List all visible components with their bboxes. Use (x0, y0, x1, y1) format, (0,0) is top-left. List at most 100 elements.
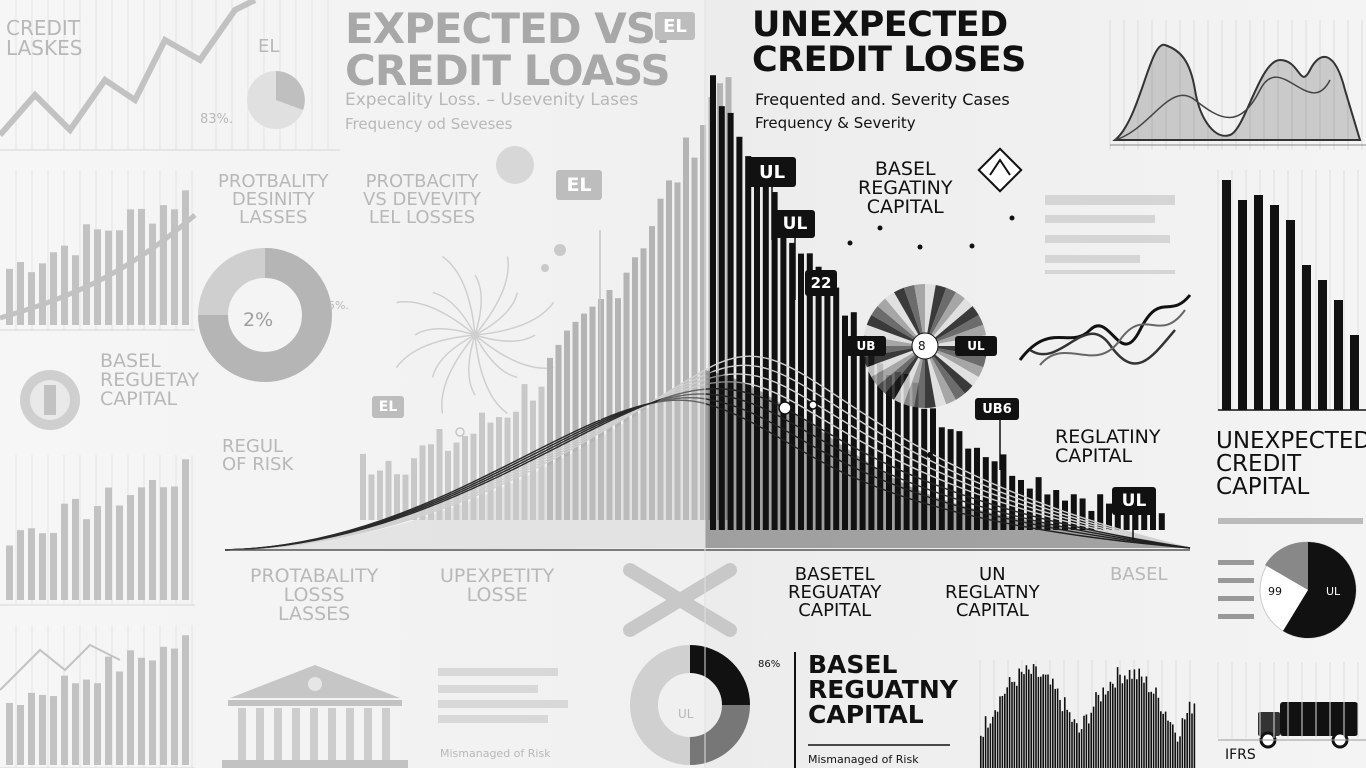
sunburst-slice (863, 324, 925, 346)
left-bar (83, 224, 90, 325)
central-bar-right (965, 448, 972, 530)
central-bar-right (859, 339, 866, 530)
central-bar-right (974, 447, 980, 530)
left-bar-2 (28, 528, 35, 600)
central-bar-right (1150, 503, 1156, 530)
sunburst-slice (925, 287, 956, 346)
central-bar-right (736, 136, 743, 530)
pie2-right-label: UL (1326, 585, 1341, 598)
sunburst-slice (925, 298, 973, 346)
volume-bar (1032, 664, 1035, 768)
right-pie-slice (1283, 542, 1356, 638)
blurred-text-block (1045, 215, 1155, 223)
volume-bar (1030, 673, 1032, 768)
central-bar-left (436, 428, 443, 520)
bank-building-icon-base (222, 760, 408, 768)
volume-bar (1004, 693, 1006, 768)
probability-severity-label: PROTBACITY VS DEVEVITY LEL LOSSES (363, 171, 481, 228)
density-fill-left (225, 370, 705, 550)
volume-bar (1008, 677, 1011, 768)
ul-tag-2: UL (775, 210, 815, 238)
unexpected-loss-faded: UPEXPETITY LOSSE (440, 565, 555, 606)
central-bar-right (982, 457, 989, 530)
el-tag-top: EL (655, 12, 695, 40)
left-small-line (0, 643, 121, 691)
central-bar-left (606, 289, 613, 520)
central-bar-right (1053, 490, 1060, 530)
bank-building-icon-emblem (308, 677, 322, 691)
sunburst-slice (866, 315, 925, 346)
central-bar-right (886, 375, 892, 530)
volume-bar (982, 736, 984, 768)
volume-bar (992, 716, 994, 768)
left-bar-2 (6, 545, 13, 600)
basel-faded-right: BASEL (1110, 564, 1168, 585)
central-bar-right (1035, 477, 1042, 530)
right-tall-bar (1302, 265, 1311, 410)
dot-left (541, 264, 549, 272)
unexpected-credit-capital: UNEXPECTED CREDIT CAPITAL (1216, 428, 1366, 500)
bank-building-icon-column (256, 708, 264, 760)
sunburst-slice (885, 292, 925, 346)
ul-tag-3: 22 (805, 270, 837, 296)
volume-bar (1145, 676, 1148, 768)
central-bar-left (683, 137, 689, 520)
pie2-left-label: 99 (1268, 585, 1282, 598)
regul-of-risk: REGUL OF RISK (222, 436, 294, 475)
fan-stroke (474, 334, 536, 342)
fan-stroke (474, 256, 509, 336)
volume-bar (1176, 741, 1179, 768)
left-bar (127, 209, 134, 325)
scatter-dot (877, 225, 883, 231)
sunburst-slice (925, 346, 973, 394)
central-bar-right (1158, 513, 1165, 530)
central-bar-right (850, 312, 857, 530)
left-bar-3 (28, 692, 35, 765)
volume-bar (1095, 692, 1097, 768)
volume-bar (1133, 669, 1136, 768)
right-tall-bar (1350, 335, 1359, 410)
central-bar-right (1106, 503, 1112, 530)
unexpected-title: UNEXPECTED CREDIT LOSES (752, 5, 1026, 80)
volume-bar (1023, 674, 1025, 768)
volume-bar (1035, 666, 1037, 768)
blurred-text-block (1045, 235, 1170, 243)
central-bar-right (903, 374, 910, 530)
central-bar-left (691, 157, 698, 520)
left-panel-expected (0, 0, 705, 768)
left-bar-3 (61, 675, 68, 765)
central-bar-right (1009, 475, 1016, 530)
left-bar-2 (138, 487, 145, 600)
fan-stroke (474, 292, 519, 336)
right-tall-bar (1270, 205, 1279, 410)
sunburst-slice (877, 298, 925, 346)
central-bar-right (938, 427, 945, 530)
left-bar-3 (160, 646, 167, 765)
legend-bar (1218, 614, 1254, 619)
volume-bar (1028, 669, 1030, 768)
central-bar-right (833, 287, 840, 530)
fan-stroke (414, 328, 476, 336)
sunburst-slice (885, 346, 925, 400)
central-bar-left (657, 198, 664, 520)
donut-bottom-slice (689, 645, 750, 706)
volume-bar (1066, 709, 1068, 768)
central-bar-right (1018, 479, 1024, 530)
pie-percent-label: 2% (243, 309, 274, 331)
volume-bar (1090, 712, 1092, 768)
sunburst-slice (925, 306, 979, 346)
bank-building-icon-column (382, 708, 390, 760)
left-bar-2 (39, 533, 46, 600)
central-bar-left (487, 422, 494, 520)
central-bar-left (504, 417, 511, 520)
sunburst-slice (866, 346, 925, 377)
volume-bar (1078, 732, 1080, 768)
sunburst-slice (877, 346, 925, 394)
subtitle-unexpected-2: Frequency & Severity (755, 114, 916, 132)
marker-dot (778, 401, 792, 415)
volume-bar (1056, 688, 1059, 768)
volume-bar (1186, 712, 1188, 768)
left-bar (6, 268, 13, 325)
volume-bar (1188, 701, 1191, 768)
central-bar-right (991, 461, 998, 530)
